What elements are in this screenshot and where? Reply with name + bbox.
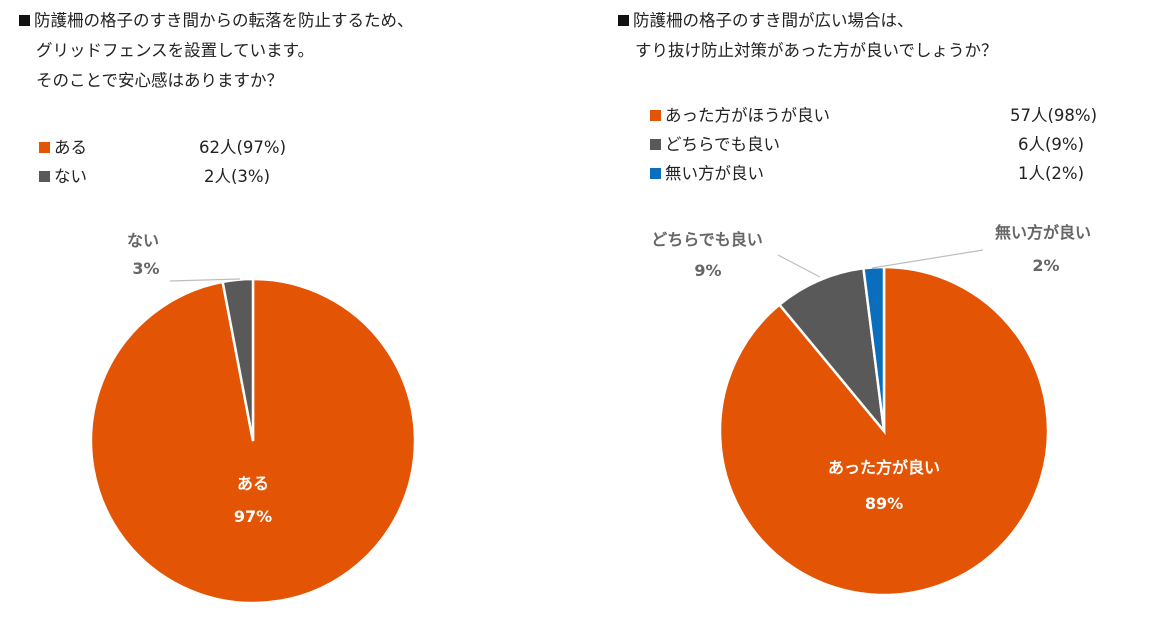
legend-count: 57人(98%) xyxy=(1010,106,1098,125)
legend-count: 6人(9%) xyxy=(1018,135,1085,154)
slice-value-label: 97% xyxy=(234,507,272,526)
legend-item: どちらでも良い 6人(9%) xyxy=(650,130,1130,159)
legend-item: ない 2人(3%) xyxy=(39,162,339,191)
question-line: 防護柵の格子のすき間が広い場合は、 xyxy=(633,11,914,30)
question-text: 防護柵の格子のすき間からの転落を防止するため、 グリッドフェンスを設置しています… xyxy=(19,6,414,96)
legend-label: 無い方が良い xyxy=(665,164,764,183)
leader-line xyxy=(777,254,821,278)
slice-label: あった方が良い xyxy=(828,458,940,477)
legend-item: 無い方が良い 1人(2%) xyxy=(650,159,1130,188)
question-line: すり抜け防止対策があった方が良いでしょうか？ xyxy=(635,41,998,60)
slice-label: どちらでも良い xyxy=(651,230,763,249)
legend: ある 62人(97%) ない 2人(3%) xyxy=(39,133,339,191)
slice-value-label: 2% xyxy=(1032,256,1059,275)
legend-count: 1人(2%) xyxy=(1018,164,1085,183)
leader-line xyxy=(169,278,241,282)
legend: あった方がほうが良い 57人(98%) どちらでも良い 6人(9%) 無い方が良… xyxy=(650,101,1130,188)
slice-label: ない xyxy=(127,231,159,250)
question-text: 防護柵の格子のすき間が広い場合は、 すり抜け防止対策があった方が良いでしょうか？ xyxy=(618,6,998,66)
question-line: 防護柵の格子のすき間からの転落を防止するため、 xyxy=(34,11,414,30)
legend-item: あった方がほうが良い 57人(98%) xyxy=(650,101,1130,130)
slice-value-label: 3% xyxy=(132,259,159,278)
legend-item: ある 62人(97%) xyxy=(39,133,339,162)
question-bullet xyxy=(19,15,30,26)
question-line: グリッドフェンスを設置しています。 xyxy=(36,41,315,60)
chart-panel-anshinkan: 防護柵の格子のすき間からの転落を防止するため、 グリッドフェンスを設置しています… xyxy=(19,6,417,605)
legend-label: あった方がほうが良い xyxy=(665,106,830,125)
legend-swatch xyxy=(39,142,50,153)
legend-swatch xyxy=(39,171,50,182)
slice-value-label: 89% xyxy=(865,494,903,513)
legend-swatch xyxy=(650,110,661,121)
legend-count: 2人(3%) xyxy=(204,167,271,186)
pie-chart: ある 97% ない 3% xyxy=(89,231,417,605)
pie-chart: あった方が良い 89% どちらでも良い 9% 無い方が良い 2% xyxy=(651,223,1091,597)
question-bullet xyxy=(618,15,629,26)
legend-label: ない xyxy=(54,167,87,186)
leader-line xyxy=(871,249,984,269)
chart-panel-surinuke: 防護柵の格子のすき間が広い場合は、 すり抜け防止対策があった方が良いでしょうか？… xyxy=(588,0,1176,638)
slice-label: ある xyxy=(237,474,269,493)
legend-label: どちらでも良い xyxy=(665,135,781,154)
pie-slice xyxy=(221,277,255,442)
legend-label: ある xyxy=(54,138,87,157)
pie-slice xyxy=(777,266,886,436)
slice-value-label: 9% xyxy=(694,261,721,280)
slice-label: 無い方が良い xyxy=(995,223,1091,242)
legend-count: 62人(97%) xyxy=(199,138,287,157)
legend-swatch xyxy=(650,168,661,179)
question-line: そのことで安心感はありますか？ xyxy=(36,71,284,90)
legend-swatch xyxy=(650,139,661,150)
